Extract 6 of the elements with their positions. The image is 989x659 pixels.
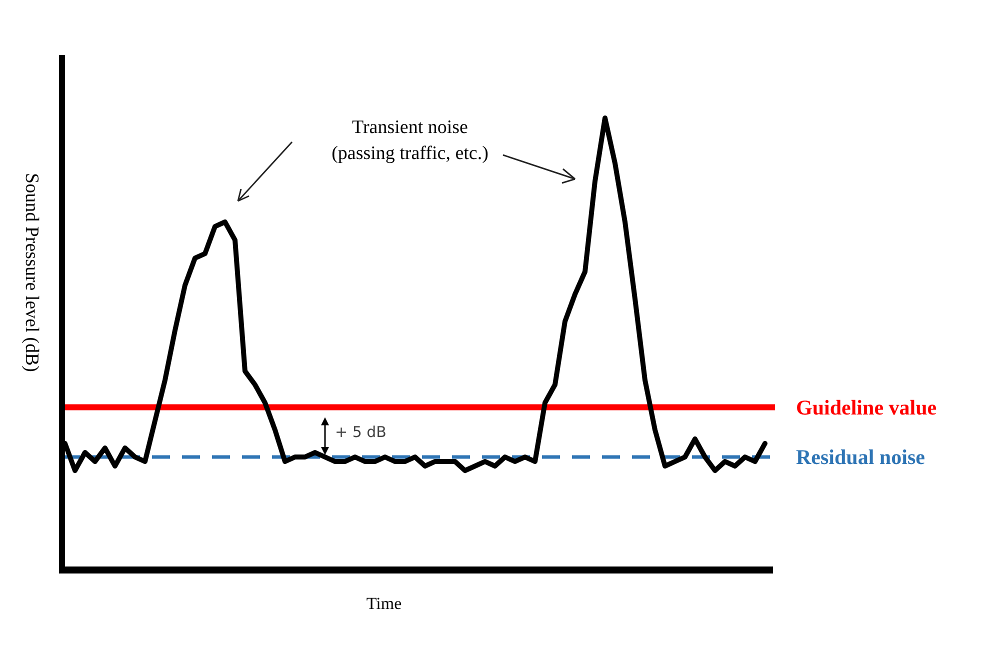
annotation: Transient noise (passing traffic, etc.) bbox=[332, 117, 488, 164]
y-axis-title: Sound Pressure level (dB) bbox=[21, 173, 42, 372]
annotation: + 5 dB bbox=[335, 423, 386, 442]
ref-line-label: Residual noise bbox=[796, 445, 925, 469]
ref-line-label: Guideline value bbox=[796, 395, 937, 420]
x-axis-title: Time bbox=[366, 594, 402, 613]
